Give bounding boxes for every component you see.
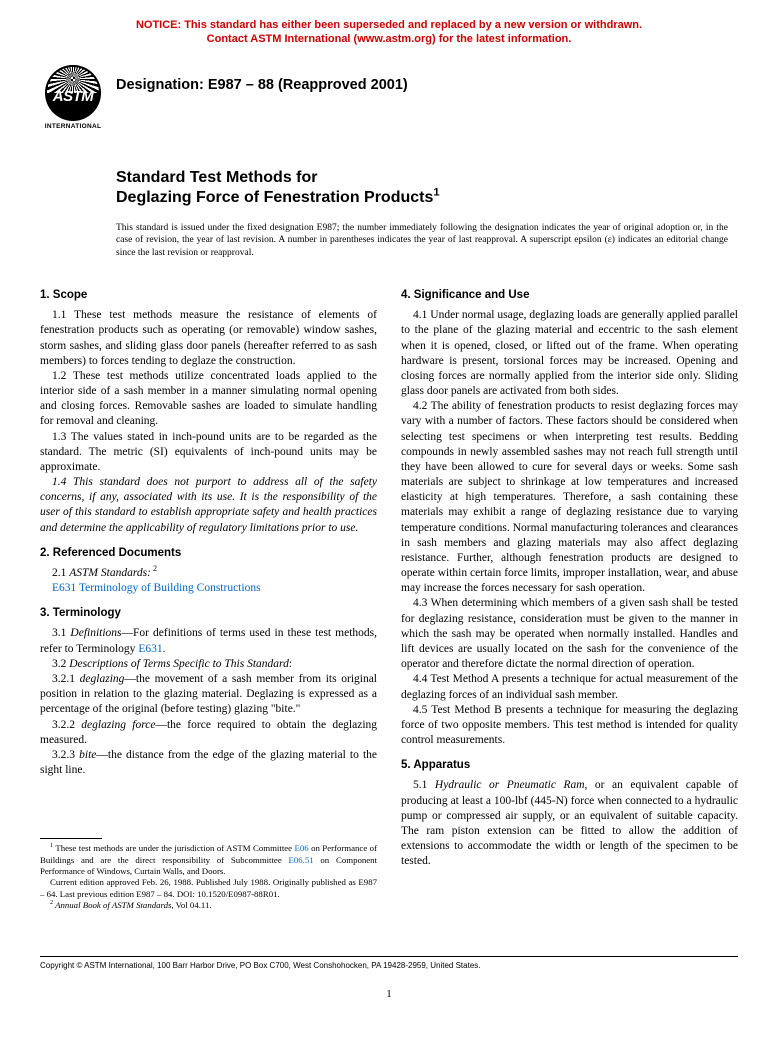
issuance-note: This standard is issued under the fixed … xyxy=(116,222,738,260)
right-column: 4. Significance and Use 4.1 Under normal… xyxy=(401,288,738,912)
notice-line2: Contact ASTM International (www.astm.org… xyxy=(207,33,572,45)
copyright: Copyright © ASTM International, 100 Barr… xyxy=(40,956,738,970)
astm-logo: ASTM INTERNATIONAL xyxy=(40,65,106,130)
section-5-head: 5. Apparatus xyxy=(401,758,738,773)
para-3-2: 3.2 Descriptions of Terms Specific to Th… xyxy=(40,657,377,672)
link-e631-2[interactable]: E631 xyxy=(138,643,162,655)
notice-line1: NOTICE: This standard has either been su… xyxy=(136,19,642,31)
title-footnote-ref: 1 xyxy=(433,186,439,198)
para-4-2: 4.2 The ability of fenestration products… xyxy=(401,399,738,596)
footnote-2: 2 Annual Book of ASTM Standards, Vol 04.… xyxy=(40,900,377,911)
para-1-4: 1.4 This standard does not purport to ad… xyxy=(40,475,377,536)
logo-subtext: INTERNATIONAL xyxy=(40,123,106,130)
document-title: Standard Test Methods for Deglazing Forc… xyxy=(116,168,738,208)
body-columns: 1. Scope 1.1 These test methods measure … xyxy=(40,288,738,912)
para-2-1: 2.1 ASTM Standards: 2 xyxy=(40,566,377,581)
para-4-4: 4.4 Test Method A presents a technique f… xyxy=(401,672,738,702)
header: ASTM INTERNATIONAL Designation: E987 – 8… xyxy=(40,65,738,130)
para-4-5: 4.5 Test Method B presents a technique f… xyxy=(401,703,738,749)
section-3-head: 3. Terminology xyxy=(40,606,377,621)
designation: Designation: E987 – 88 (Reapproved 2001) xyxy=(116,65,408,93)
section-4-head: 4. Significance and Use xyxy=(401,288,738,303)
notice-banner: NOTICE: This standard has either been su… xyxy=(40,18,738,47)
para-3-2-1: 3.2.1 deglazing—the movement of a sash m… xyxy=(40,672,377,718)
para-3-2-3: 3.2.3 bite—the distance from the edge of… xyxy=(40,748,377,778)
logo-text: ASTM xyxy=(53,88,94,105)
title-block: Standard Test Methods for Deglazing Forc… xyxy=(116,168,738,260)
para-4-1: 4.1 Under normal usage, deglazing loads … xyxy=(401,308,738,399)
para-3-2-2: 3.2.2 deglazing force—the force required… xyxy=(40,718,377,748)
footnote-1b: Current edition approved Feb. 26, 1988. … xyxy=(40,877,377,900)
footnote-separator xyxy=(40,838,102,839)
page-number: 1 xyxy=(40,988,738,1000)
link-e06-51[interactable]: E06.51 xyxy=(288,855,313,865)
ref-link-e631: E631 Terminology of Building Constructio… xyxy=(40,581,377,596)
para-1-3: 1.3 The values stated in inch-pound unit… xyxy=(40,430,377,476)
section-1-head: 1. Scope xyxy=(40,288,377,303)
link-e06[interactable]: E06 xyxy=(295,843,309,853)
para-3-1: 3.1 Definitions—For definitions of terms… xyxy=(40,626,377,656)
footnote-1: 1 These test methods are under the juris… xyxy=(40,843,377,877)
title-line1: Standard Test Methods for xyxy=(116,169,318,186)
logo-circle: ASTM xyxy=(45,65,101,121)
para-4-3: 4.3 When determining which members of a … xyxy=(401,596,738,672)
title-line2: Deglazing Force of Fenestration Products xyxy=(116,189,433,206)
section-2-head: 2. Referenced Documents xyxy=(40,546,377,561)
para-1-2: 1.2 These test methods utilize concentra… xyxy=(40,369,377,430)
para-5-1: 5.1 Hydraulic or Pneumatic Ram, or an eq… xyxy=(401,778,738,869)
para-1-1: 1.1 These test methods measure the resis… xyxy=(40,308,377,369)
left-column: 1. Scope 1.1 These test methods measure … xyxy=(40,288,377,912)
link-e631[interactable]: E631 xyxy=(52,582,76,594)
